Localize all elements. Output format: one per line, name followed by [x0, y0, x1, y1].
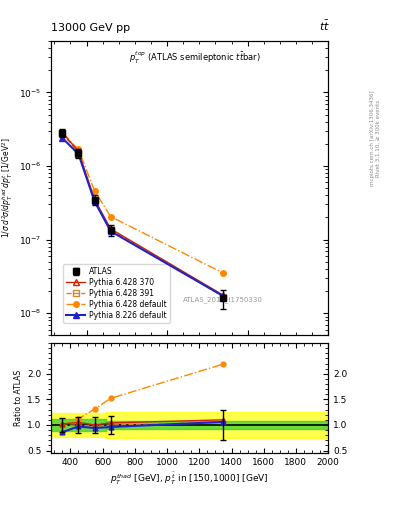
- Line: Pythia 6.428 370: Pythia 6.428 370: [60, 130, 226, 298]
- Pythia 6.428 391: [76, 150, 81, 156]
- Text: $t\bar{t}$: $t\bar{t}$: [319, 19, 330, 33]
- Bar: [106, 412, 328, 438]
- Text: $p_T^{top}$ (ATLAS semileptonic $t\bar{t}$bar): $p_T^{top}$ (ATLAS semileptonic $t\bar{t…: [129, 50, 261, 66]
- Pythia 6.428 default: [76, 146, 81, 153]
- Text: 13000 GeV pp: 13000 GeV pp: [51, 23, 130, 33]
- Pythia 6.428 391: [92, 198, 97, 204]
- Pythia 6.428 370: [108, 226, 113, 232]
- Bar: [51, 419, 106, 431]
- Pythia 6.428 391: [221, 293, 226, 300]
- Pythia 8.226 default: [60, 135, 65, 141]
- Pythia 8.226 default: [76, 151, 81, 157]
- Pythia 6.428 370: [221, 292, 226, 298]
- Pythia 6.428 default: [108, 214, 113, 220]
- Bar: [106, 421, 328, 429]
- Pythia 6.428 370: [60, 130, 65, 136]
- Pythia 8.226 default: [221, 293, 226, 300]
- Text: ATLAS_2019_I1750330: ATLAS_2019_I1750330: [183, 296, 263, 304]
- Line: Pythia 8.226 default: Pythia 8.226 default: [60, 135, 226, 299]
- Text: mcplots.cern.ch [arXiv:1306.3436]: mcplots.cern.ch [arXiv:1306.3436]: [370, 91, 375, 186]
- Y-axis label: $1 / \sigma \, d^2\!\sigma / dp_T^{had} \, dp_T^{\bar{t}}$ [1/GeV$^2$]: $1 / \sigma \, d^2\!\sigma / dp_T^{had} …: [0, 138, 15, 238]
- Y-axis label: Ratio to ATLAS: Ratio to ATLAS: [14, 370, 23, 426]
- Pythia 6.428 370: [76, 148, 81, 155]
- Pythia 8.226 default: [92, 198, 97, 204]
- Bar: [51, 413, 106, 437]
- Pythia 6.428 default: [221, 270, 226, 276]
- Pythia 6.428 391: [60, 130, 65, 136]
- Line: Pythia 6.428 default: Pythia 6.428 default: [60, 131, 226, 276]
- Pythia 6.428 default: [60, 130, 65, 136]
- Pythia 6.428 370: [92, 197, 97, 203]
- Legend: ATLAS, Pythia 6.428 370, Pythia 6.428 391, Pythia 6.428 default, Pythia 8.226 de: ATLAS, Pythia 6.428 370, Pythia 6.428 39…: [63, 264, 170, 323]
- Pythia 6.428 default: [92, 188, 97, 194]
- X-axis label: $p_T^{thad}$ [GeV], $p_T^{\bar{t}}$ in [150,1000] [GeV]: $p_T^{thad}$ [GeV], $p_T^{\bar{t}}$ in […: [110, 471, 269, 487]
- Text: Rivet 3.1.10, ≥ 300k events: Rivet 3.1.10, ≥ 300k events: [376, 100, 380, 177]
- Line: Pythia 6.428 391: Pythia 6.428 391: [60, 131, 226, 300]
- Pythia 6.428 391: [108, 227, 113, 233]
- Pythia 8.226 default: [108, 228, 113, 234]
